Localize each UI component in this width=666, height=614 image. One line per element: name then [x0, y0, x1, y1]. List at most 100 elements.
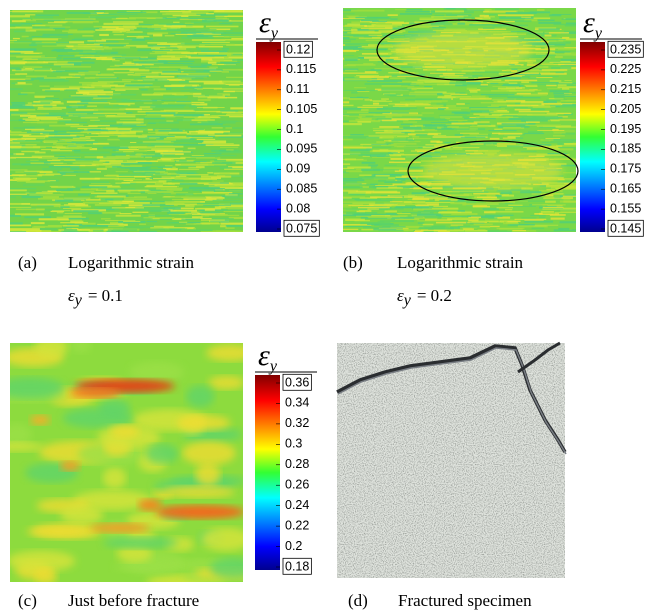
- texture: [478, 28, 507, 30]
- texture: [503, 36, 519, 38]
- texture: [219, 166, 243, 169]
- texture: [361, 19, 379, 22]
- texture: [403, 195, 418, 198]
- texture: [362, 213, 398, 216]
- texture: [47, 180, 56, 182]
- texture: [389, 59, 419, 62]
- texture: [391, 140, 415, 142]
- texture: [101, 85, 125, 87]
- texture: [22, 118, 59, 120]
- texture: [499, 220, 521, 222]
- texture: [201, 215, 210, 217]
- texture: [153, 88, 166, 91]
- texture: [137, 79, 155, 82]
- texture: [562, 195, 576, 197]
- texture: [529, 58, 551, 60]
- texture: [401, 186, 414, 188]
- texture: [85, 136, 110, 137]
- texture: [352, 27, 385, 29]
- highlight-ellipse: [376, 19, 550, 81]
- texture: [91, 192, 118, 194]
- texture: [429, 72, 466, 74]
- texture: [32, 24, 46, 27]
- texture: [108, 102, 135, 105]
- texture: [547, 204, 563, 207]
- texture: [171, 45, 205, 47]
- texture: [362, 226, 384, 229]
- texture: [351, 21, 379, 24]
- texture: [230, 202, 243, 205]
- texture: [57, 219, 82, 221]
- texture: [346, 170, 363, 173]
- texture: [544, 34, 552, 37]
- texture: [200, 175, 232, 178]
- texture: [406, 8, 423, 11]
- texture: [22, 121, 44, 124]
- texture: [386, 30, 400, 32]
- texture: [219, 173, 230, 175]
- texture: [562, 36, 570, 39]
- texture: [130, 146, 157, 148]
- texture: [444, 141, 451, 144]
- texture: [113, 34, 125, 36]
- texture: [225, 39, 243, 41]
- texture: [467, 217, 498, 218]
- texture: [454, 222, 488, 224]
- texture: [112, 31, 122, 33]
- texture: [135, 154, 155, 156]
- texture: [557, 116, 568, 118]
- texture: [54, 20, 68, 23]
- texture: [181, 10, 217, 12]
- texture: [550, 217, 565, 220]
- texture: [364, 99, 373, 101]
- texture: [437, 96, 472, 98]
- texture: [444, 148, 463, 150]
- texture: [197, 116, 221, 119]
- texture: [219, 146, 239, 148]
- condition: εy = 0.2: [397, 286, 452, 309]
- texture: [346, 97, 369, 100]
- texture: [53, 164, 86, 167]
- texture: [145, 166, 174, 167]
- texture: [439, 200, 451, 202]
- texture: [10, 138, 36, 140]
- texture: [186, 385, 215, 408]
- texture: [220, 195, 240, 197]
- texture: [542, 206, 564, 209]
- texture: [85, 86, 112, 89]
- texture: [343, 178, 372, 180]
- texture: [45, 174, 62, 176]
- texture: [126, 226, 159, 228]
- texture: [517, 225, 548, 228]
- texture: [26, 104, 36, 106]
- texture: [558, 82, 573, 84]
- texture: [343, 114, 370, 116]
- texture: [64, 213, 82, 215]
- texture: [102, 467, 127, 489]
- texture: [151, 47, 160, 50]
- condition-text: = 0.2: [417, 286, 452, 305]
- texture: [560, 60, 571, 63]
- texture: [201, 154, 237, 157]
- texture: [10, 142, 20, 144]
- texture: [360, 109, 369, 111]
- texture: [425, 219, 453, 221]
- texture: [527, 114, 558, 116]
- texture: [72, 490, 153, 511]
- texture: [98, 73, 113, 75]
- texture: [173, 144, 204, 146]
- texture: [459, 132, 479, 134]
- texture: [110, 51, 119, 54]
- texture: [47, 22, 66, 24]
- texture: [509, 206, 536, 207]
- texture: [343, 228, 359, 231]
- texture: [436, 103, 447, 106]
- texture: [525, 17, 551, 20]
- texture: [67, 130, 93, 132]
- texture: [193, 34, 204, 37]
- texture: [451, 22, 486, 24]
- texture: [64, 186, 99, 188]
- texture: [555, 71, 565, 74]
- texture: [343, 85, 344, 87]
- texture: [188, 17, 223, 20]
